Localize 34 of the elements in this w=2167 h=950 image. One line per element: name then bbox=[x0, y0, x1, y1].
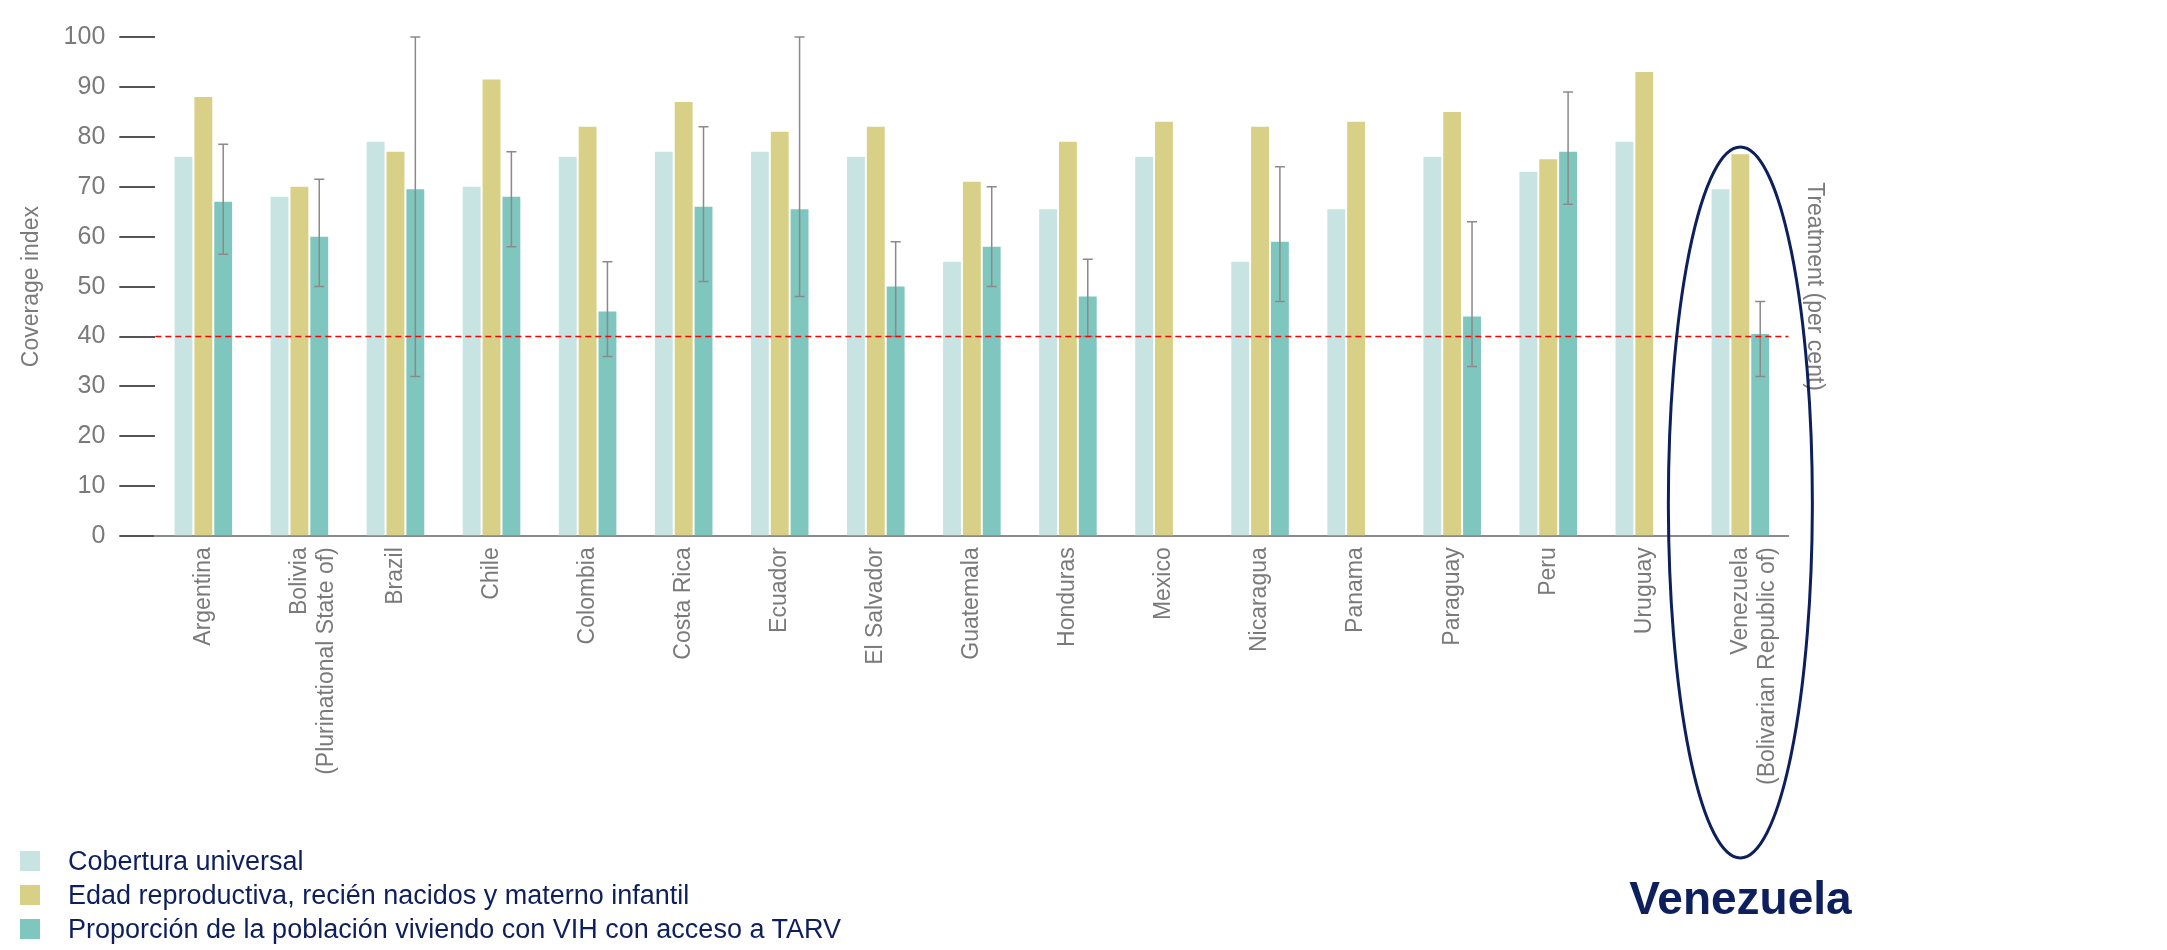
y-tick-label: 100 bbox=[63, 20, 106, 49]
y-tick-label: 50 bbox=[77, 270, 106, 299]
x-tick-label: Ecuador bbox=[765, 546, 792, 633]
x-tick-label: Colombia bbox=[572, 547, 599, 645]
x-tick-label: Brazil bbox=[380, 547, 407, 605]
x-tick-label: Panama bbox=[1341, 547, 1368, 633]
y-tick-label: 70 bbox=[77, 170, 106, 199]
y-tick-label: 80 bbox=[77, 120, 106, 149]
y-tick-label: 10 bbox=[77, 470, 106, 499]
legend-label: Edad reproductiva, recién nacidos y materno infantil bbox=[68, 879, 690, 912]
x-tick-label: Peru bbox=[1533, 547, 1560, 596]
legend-label: Cobertura universal bbox=[68, 845, 304, 878]
y-axis-title: Coverage index bbox=[17, 205, 44, 368]
x-tick-label: Argentina bbox=[188, 547, 215, 646]
x-tick-label: Paraguay bbox=[1437, 546, 1464, 646]
y2-axis-title: Treatment (per cent) bbox=[1802, 182, 1829, 391]
y-tick-label: 20 bbox=[77, 420, 106, 449]
x-tick-label: Chile bbox=[476, 547, 503, 600]
y-tick-label: 0 bbox=[91, 520, 106, 549]
x-tick-label: Costa Rica bbox=[669, 547, 696, 660]
x-tick-label: Bolivia (Plurinational State of) bbox=[284, 547, 339, 775]
y-tick-label: 40 bbox=[77, 320, 106, 349]
x-tick-label: Guatemala bbox=[957, 547, 984, 660]
y-tick-label: 30 bbox=[77, 370, 106, 399]
legend-label: Proporción de la población viviendo con VIH con acceso a TARV bbox=[68, 913, 841, 946]
x-tick-label: Honduras bbox=[1053, 547, 1080, 647]
x-tick-label: Mexico bbox=[1149, 547, 1176, 621]
x-tick-label: Nicaragua bbox=[1245, 547, 1272, 653]
y-tick-label: 90 bbox=[77, 70, 106, 99]
y-tick-label: 60 bbox=[77, 220, 106, 249]
x-tick-label: Venezuela (Bolivarian Republic of) bbox=[1725, 547, 1780, 786]
text: Venezuela bbox=[1629, 871, 1853, 924]
x-tick-label: Uruguay bbox=[1629, 546, 1656, 635]
x-tick-label: El Salvador bbox=[861, 546, 888, 665]
